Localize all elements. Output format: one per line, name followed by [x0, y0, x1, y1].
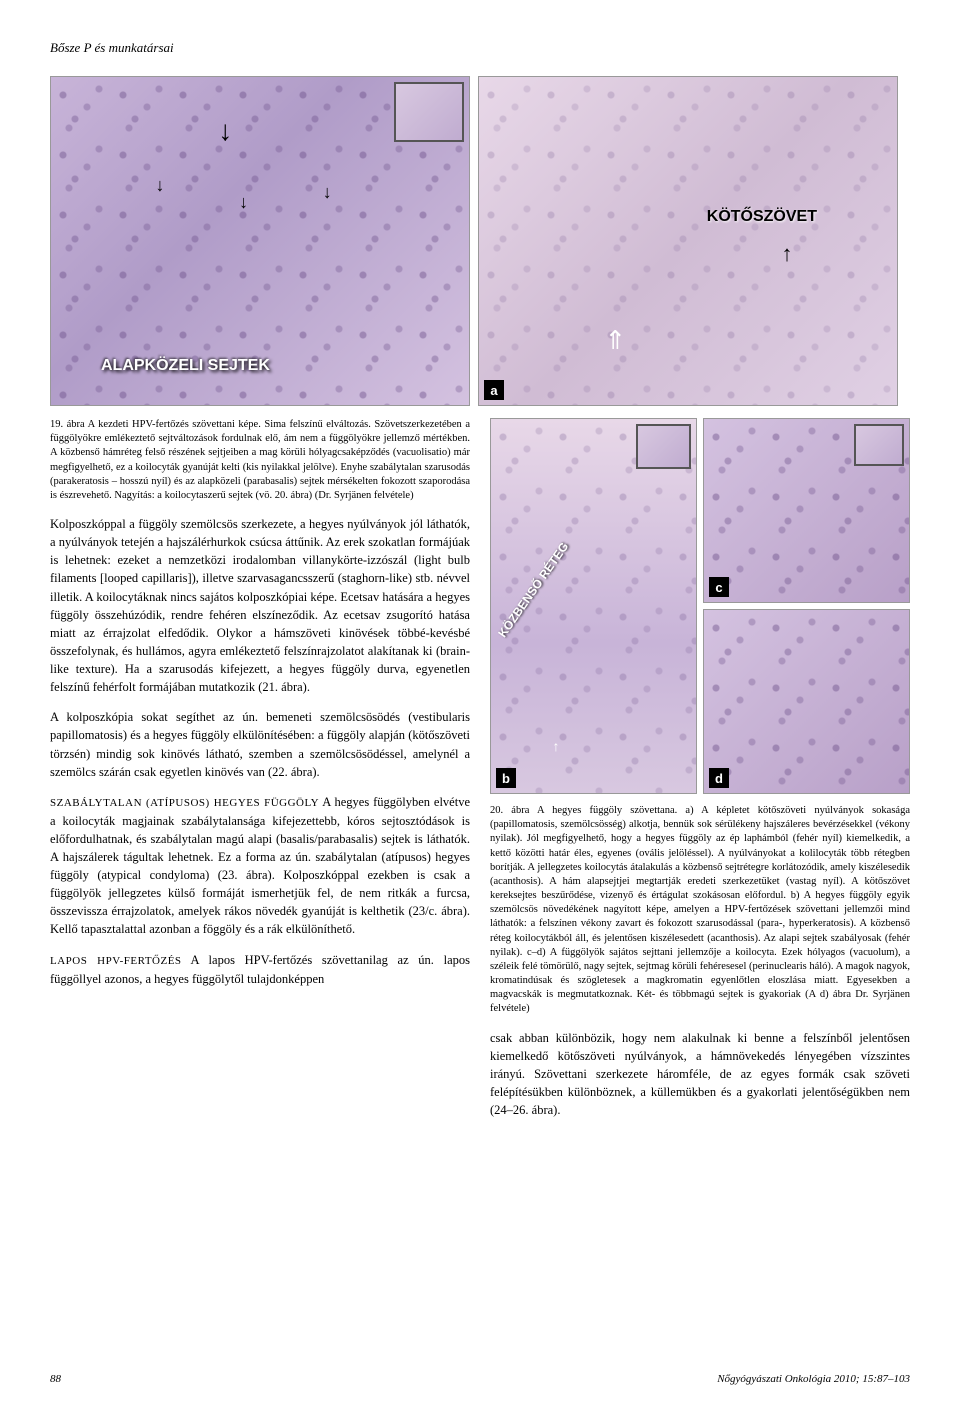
body-paragraph-4: LAPOS HPV-FERTŐZÉS A lapos HPV-fertőzés …: [50, 951, 470, 988]
left-column: 19. ábra A kezdeti HPV-fertőzés szövetta…: [50, 418, 470, 1131]
arrow-marker-long: ↓: [218, 116, 232, 148]
panel-letter-d: d: [709, 768, 729, 788]
section-heading-lapos: LAPOS HPV-FERTŐZÉS: [50, 955, 182, 967]
page-number: 88: [50, 1373, 61, 1385]
figure-20-panel-a: ⇑ ↑ KÖTŐSZÖVET a: [478, 76, 898, 406]
body-paragraph-5: csak abban különbözik, hogy nem alakulna…: [490, 1029, 910, 1120]
arrow-marker-white: ↑: [553, 740, 560, 756]
two-column-layout: 19. ábra A kezdeti HPV-fertőzés szövetta…: [50, 418, 910, 1131]
caption-text: 20. ábra A hegyes függöly szövettana. a)…: [490, 805, 910, 1014]
page-footer: 88 Nőgyógyászati Onkológia 2010; 15:87–1…: [50, 1373, 910, 1385]
body-paragraph-1: Kolposzkóppal a függöly szemölcsös szerk…: [50, 515, 470, 696]
arrow-marker: ↓: [156, 175, 165, 196]
figure-20-panels: KÖZBENSŐ RÉTEG ↑ b c d: [490, 418, 910, 794]
figure-20-panel-b: KÖZBENSŐ RÉTEG ↑ b: [490, 418, 697, 794]
caption-text: 19. ábra A kezdeti HPV-fertőzés szövetta…: [50, 419, 470, 501]
journal-citation: Nőgyógyászati Onkológia 2010; 15:87–103: [717, 1373, 910, 1385]
right-column: KÖZBENSŐ RÉTEG ↑ b c d 20. ábra A hegyes…: [490, 418, 910, 1131]
arrow-marker-white: ⇑: [604, 326, 626, 356]
body-paragraph-3: SZABÁLYTALAN (ATÍPUSOS) HEGYES FÜGGÖLY A…: [50, 793, 470, 939]
figure-19-caption: 19. ábra A kezdeti HPV-fertőzés szövetta…: [50, 418, 470, 503]
figure-20-panel-d: d: [703, 609, 910, 794]
label-alapkozeli-sejtek: ALAPKÖZELI SEJTEK: [101, 357, 270, 375]
figure-19-inset: [394, 82, 464, 142]
body-paragraph-2: A kolposzkópia sokat segíthet az ún. bem…: [50, 708, 470, 781]
page-header-authors: Bősze P és munkatársai: [50, 40, 910, 56]
panel-letter-c: c: [709, 577, 729, 597]
arrow-marker: ↓: [239, 192, 248, 213]
top-figure-row: ↓ ↓ ↓ ↓ ALAPKÖZELI SEJTEK ⇑ ↑ KÖTŐSZÖVET…: [50, 76, 910, 406]
label-kotoszovet: KÖTŐSZÖVET: [707, 208, 817, 226]
panel-letter-b: b: [496, 768, 516, 788]
arrow-marker-thick: ↑: [782, 241, 793, 267]
paragraph-3-text: A hegyes függölyben elvétve a koilocyták…: [50, 795, 470, 937]
panel-letter-a: a: [484, 380, 504, 400]
arrow-marker: ↓: [323, 182, 332, 203]
figure-20b-inset: [636, 424, 691, 469]
figure-19-main: ↓ ↓ ↓ ↓ ALAPKÖZELI SEJTEK: [50, 76, 470, 406]
figure-20-panel-c: c: [703, 418, 910, 603]
section-heading-atipusos: SZABÁLYTALAN (ATÍPUSOS) HEGYES FÜGGÖLY: [50, 797, 319, 809]
histology-texture: [704, 610, 909, 793]
figure-20c-inset: [854, 424, 904, 466]
figure-20-caption: 20. ábra A hegyes függöly szövettana. a)…: [490, 804, 910, 1017]
histology-texture: [479, 77, 897, 405]
